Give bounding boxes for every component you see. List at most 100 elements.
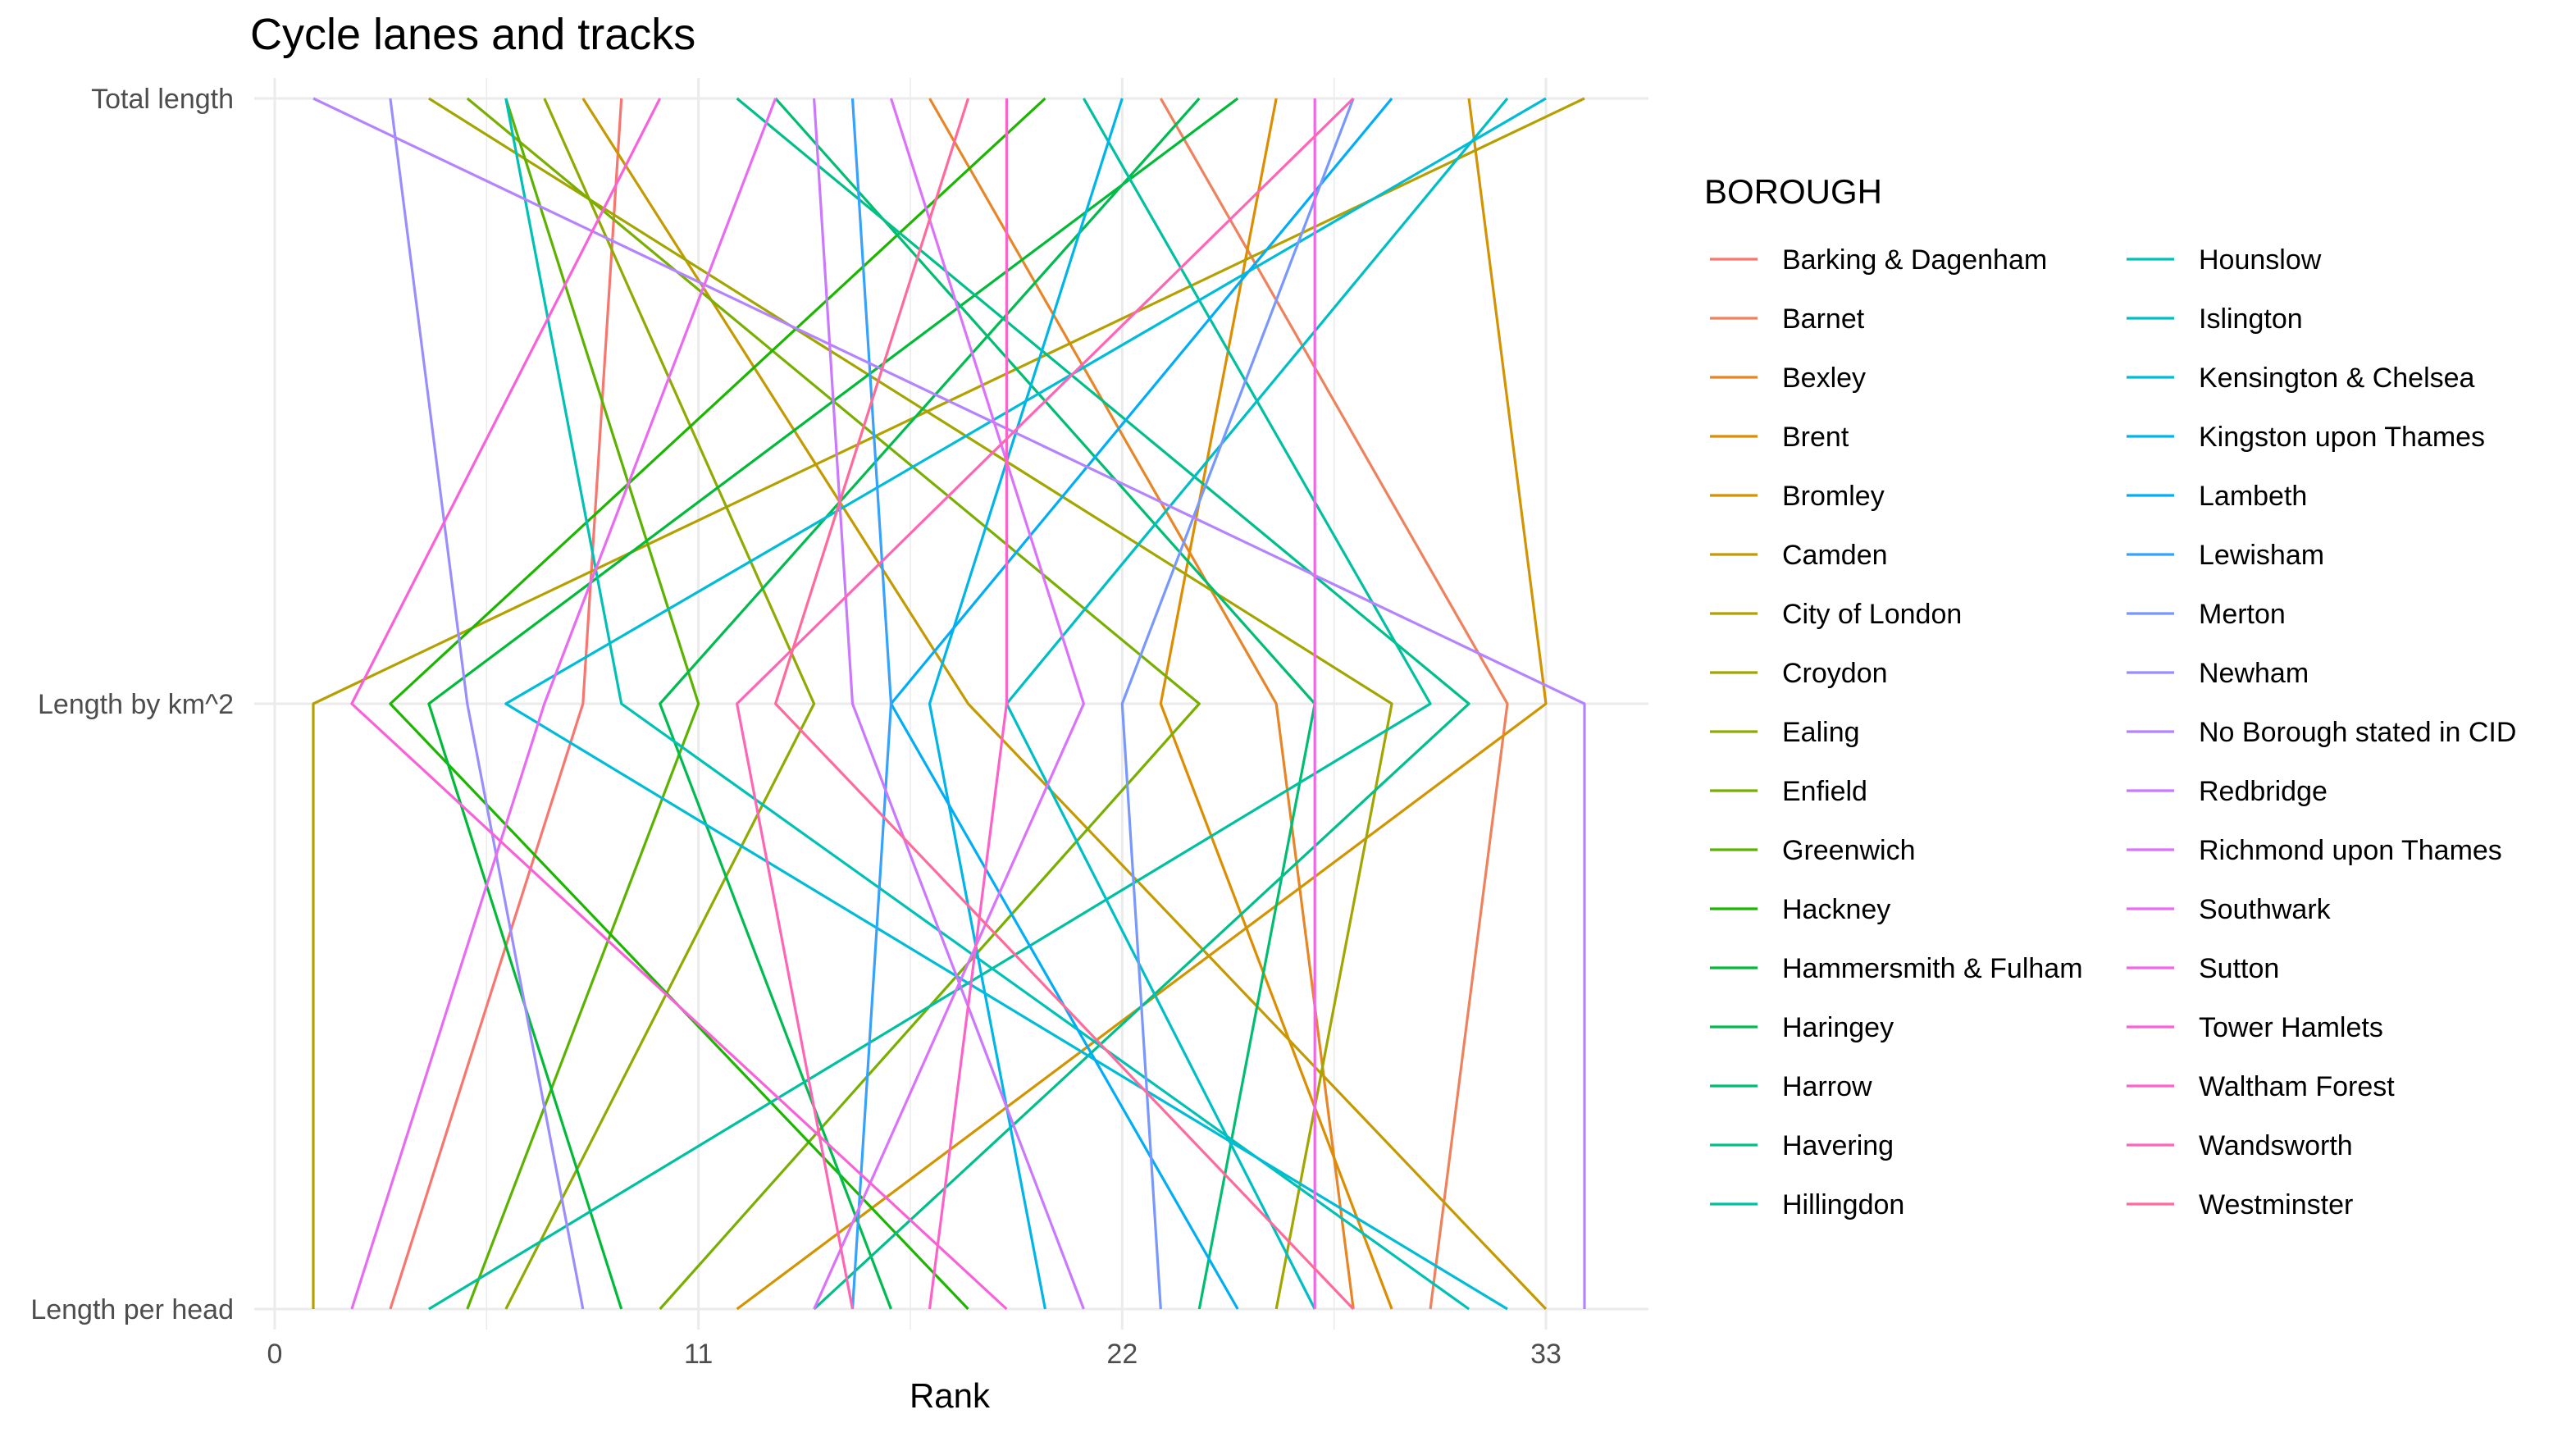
- legend-label: Bexley: [1782, 363, 1866, 394]
- series-line: [389, 98, 623, 1310]
- legend-item: Havering: [1710, 1130, 1894, 1161]
- legend-label: Redbridge: [2199, 776, 2328, 807]
- legend-label: Croydon: [1782, 658, 1888, 689]
- y-tick-label: Total length: [91, 84, 234, 115]
- legend-label: Sutton: [2199, 953, 2279, 984]
- series-line: [312, 97, 1586, 1309]
- legend-item: Camden: [1710, 540, 1888, 571]
- x-tick-label: 0: [267, 1339, 283, 1370]
- series-line: [466, 97, 1201, 1311]
- legend-label: Islington: [2199, 303, 2303, 335]
- legend: Barking & Dagenham Barnet Bexley Brent Broml…: [1710, 244, 2516, 1220]
- y-axis-ticks: Length per head Length by km^2 Total lengt…: [30, 84, 234, 1325]
- legend-label: Lambeth: [2199, 481, 2307, 512]
- legend-item: Wandsworth: [2127, 1130, 2353, 1161]
- series-line: [735, 97, 1355, 1310]
- legend-item: Enfield: [1710, 776, 1867, 807]
- legend-label: Enfield: [1782, 776, 1867, 807]
- series-line: [773, 98, 1355, 1311]
- x-axis-title: Rank: [910, 1376, 991, 1415]
- legend-item: Tower Hamlets: [2127, 1012, 2383, 1043]
- series-line: [350, 98, 1008, 1311]
- legend-item: Kingston upon Thames: [2127, 422, 2485, 453]
- x-tick-label: 22: [1106, 1339, 1138, 1370]
- series-line: [928, 98, 1009, 1310]
- x-tick-label: 33: [1530, 1339, 1562, 1370]
- legend-item: Islington: [2127, 303, 2303, 335]
- legend-label: Hounslow: [2199, 244, 2322, 276]
- legend-label: Hammersmith & Fulham: [1782, 953, 2083, 984]
- legend-item: Haringey: [1710, 1012, 1894, 1043]
- chart-title: Cycle lanes and tracks: [250, 10, 695, 59]
- legend-item: Redbridge: [2127, 776, 2328, 807]
- y-tick-label: Length per head: [30, 1294, 234, 1325]
- legend-item: Hillingdon: [1710, 1189, 1904, 1220]
- legend-label: Haringey: [1782, 1012, 1894, 1043]
- legend-label: Hillingdon: [1782, 1189, 1904, 1220]
- legend-item: Harrow: [1710, 1071, 1872, 1102]
- legend-label: Barking & Dagenham: [1782, 244, 2047, 276]
- legend-label: Havering: [1782, 1130, 1894, 1161]
- legend-label: Lewisham: [2199, 540, 2324, 571]
- legend-title: BOROUGH: [1704, 172, 1882, 211]
- legend-label: Hackney: [1782, 894, 1890, 925]
- x-tick-label: 11: [684, 1339, 713, 1370]
- series-line: [312, 97, 1585, 1309]
- x-axis-ticks: 0 11 22 33: [267, 1339, 1562, 1370]
- y-tick-label: Length by km^2: [38, 689, 234, 720]
- legend-label: Merton: [2199, 599, 2286, 630]
- series-line: [389, 98, 585, 1310]
- legend-label: Southwark: [2199, 894, 2332, 925]
- series-line: [736, 97, 1470, 1311]
- legend-label: Greenwich: [1782, 835, 1916, 866]
- legend-label: Westminster: [2199, 1189, 2353, 1220]
- legend-item: Croydon: [1710, 658, 1888, 689]
- legend-label: Camden: [1782, 540, 1888, 571]
- series-line: [813, 98, 1086, 1310]
- legend-item: Greenwich: [1710, 835, 1916, 866]
- legend-item: Bexley: [1710, 363, 1866, 394]
- legend-label: Wandsworth: [2199, 1130, 2353, 1161]
- series-line: [504, 98, 816, 1310]
- legend-label: Brent: [1782, 422, 1849, 453]
- legend-label: Ealing: [1782, 717, 1860, 748]
- legend-item: Southwark: [2127, 894, 2332, 925]
- legend-item: City of London: [1710, 599, 1962, 630]
- series-line: [350, 98, 777, 1310]
- legend-item: No Borough stated in CID: [2127, 717, 2516, 748]
- series-line: [1120, 98, 1355, 1310]
- legend-item: Richmond upon Thames: [2127, 835, 2502, 866]
- legend-item: Hounslow: [2127, 244, 2322, 276]
- legend-item: Sutton: [2127, 953, 2279, 984]
- legend-item: Westminster: [2127, 1189, 2353, 1220]
- legend-item: Bromley: [1710, 481, 1885, 512]
- series-line: [928, 98, 1355, 1310]
- legend-label: Harrow: [1782, 1071, 1872, 1102]
- legend-item: Hackney: [1710, 894, 1890, 925]
- legend-label: Barnet: [1782, 303, 1865, 335]
- series-line: [813, 98, 1085, 1310]
- series-line: [850, 98, 893, 1310]
- legend-label: Bromley: [1782, 481, 1885, 512]
- legend-item: Merton: [2127, 599, 2286, 630]
- series-line: [504, 98, 1470, 1311]
- legend-label: Kingston upon Thames: [2199, 422, 2485, 453]
- legend-label: Waltham Forest: [2199, 1071, 2395, 1102]
- legend-item: Barnet: [1710, 303, 1865, 335]
- series-line: [427, 97, 1239, 1310]
- legend-item: Barking & Dagenham: [1710, 244, 2047, 276]
- legend-label: Kensington & Chelsea: [2199, 363, 2475, 394]
- legend-item: Newham: [2127, 658, 2309, 689]
- legend-label: Tower Hamlets: [2199, 1012, 2383, 1043]
- legend-item: Brent: [1710, 422, 1849, 453]
- series-line: [504, 97, 1547, 1311]
- legend-label: City of London: [1782, 599, 1962, 630]
- legend-item: Kensington & Chelsea: [2127, 363, 2475, 394]
- legend-item: Hammersmith & Fulham: [1710, 953, 2083, 984]
- legend-item: Ealing: [1710, 717, 1860, 748]
- legend-label: No Borough stated in CID: [2199, 717, 2516, 748]
- legend-item: Lambeth: [2127, 481, 2307, 512]
- series-lines: [312, 97, 1586, 1311]
